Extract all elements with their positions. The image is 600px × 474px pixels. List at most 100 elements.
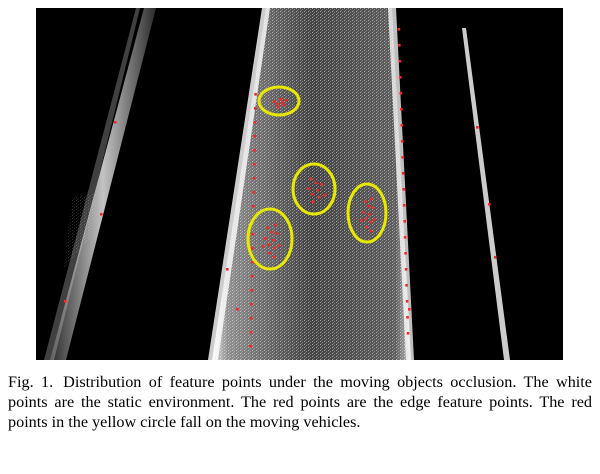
edge-feature-point bbox=[252, 191, 255, 194]
edge-feature-point bbox=[399, 76, 402, 79]
edge-feature-point bbox=[250, 289, 253, 292]
figure-label: Fig. 1. bbox=[8, 373, 54, 391]
edge-feature-point bbox=[402, 204, 406, 207]
edge-feature-point bbox=[273, 246, 276, 250]
edge-feature-point bbox=[404, 268, 408, 271]
left-scatter-region bbox=[64, 193, 96, 268]
vehicle-circle-3 bbox=[346, 182, 388, 244]
edge-feature-point bbox=[311, 200, 315, 204]
edge-feature-point bbox=[249, 345, 252, 348]
edge-feature-point bbox=[405, 300, 409, 303]
edge-feature-point bbox=[401, 172, 405, 175]
edge-feature-point bbox=[261, 245, 265, 248]
edge-feature-point bbox=[405, 284, 408, 287]
edge-feature-point bbox=[266, 226, 269, 229]
edge-feature-point bbox=[254, 93, 257, 96]
edge-feature-point bbox=[362, 211, 365, 214]
edge-feature-point bbox=[370, 197, 373, 201]
edge-feature-point bbox=[277, 244, 281, 247]
point-cloud-canvas bbox=[44, 8, 510, 360]
edge-feature-point bbox=[114, 121, 117, 124]
edge-feature-point bbox=[249, 317, 253, 320]
edge-feature-point bbox=[399, 92, 403, 95]
edge-feature-point bbox=[371, 206, 375, 209]
edge-feature-point bbox=[252, 163, 256, 166]
vehicle-circle-4 bbox=[246, 207, 294, 271]
edge-feature-point bbox=[406, 332, 410, 335]
edge-feature-point bbox=[281, 101, 284, 104]
lidar-point-cloud-figure bbox=[36, 8, 563, 360]
edge-feature-point bbox=[400, 108, 403, 111]
vehicle-circle-1 bbox=[257, 85, 301, 117]
edge-feature-point bbox=[267, 243, 270, 246]
edge-feature-points bbox=[64, 28, 497, 348]
edge-feature-point bbox=[250, 303, 253, 306]
edge-feature-point bbox=[401, 140, 404, 143]
edge-feature-point bbox=[401, 156, 404, 159]
edge-feature-point bbox=[400, 124, 404, 127]
edge-feature-point bbox=[226, 268, 229, 271]
edge-feature-point bbox=[403, 236, 407, 239]
edge-feature-point bbox=[273, 223, 277, 227]
edge-feature-point bbox=[252, 205, 255, 208]
edge-feature-point bbox=[476, 126, 479, 129]
vehicle-circle-2 bbox=[291, 162, 337, 216]
right-curb-line bbox=[462, 28, 510, 360]
edge-feature-point bbox=[253, 149, 256, 152]
edge-feature-point bbox=[64, 300, 67, 303]
edge-feature-point bbox=[279, 98, 282, 101]
edge-feature-point bbox=[364, 217, 368, 220]
figure-caption-text: Distribution of feature points under the… bbox=[8, 373, 592, 431]
edge-feature-point bbox=[285, 98, 288, 102]
edge-feature-point bbox=[488, 203, 491, 206]
edge-feature-point bbox=[402, 188, 405, 191]
edge-feature-point bbox=[408, 308, 411, 311]
edge-feature-point bbox=[270, 230, 273, 234]
edge-feature-point bbox=[268, 251, 271, 255]
edge-feature-point bbox=[276, 102, 279, 106]
road-left-edge bbox=[208, 8, 270, 360]
edge-feature-point bbox=[309, 177, 313, 181]
edge-feature-point bbox=[272, 239, 275, 242]
edge-feature-point bbox=[323, 193, 326, 197]
moving-vehicle-annotations bbox=[246, 85, 388, 271]
edge-feature-point bbox=[368, 213, 372, 216]
edge-feature-point bbox=[307, 187, 310, 190]
edge-feature-point bbox=[251, 233, 255, 236]
edge-feature-point bbox=[282, 103, 286, 107]
edge-feature-point bbox=[277, 105, 280, 109]
edge-feature-point bbox=[275, 232, 279, 235]
figure-caption: Fig. 1. Distribution of feature points un… bbox=[8, 372, 592, 432]
edge-feature-point bbox=[272, 100, 276, 103]
edge-feature-point bbox=[314, 181, 318, 185]
edge-feature-point bbox=[250, 261, 254, 264]
edge-feature-point bbox=[320, 183, 324, 186]
edge-feature-point bbox=[367, 204, 370, 208]
edge-feature-point bbox=[253, 135, 257, 138]
edge-feature-point bbox=[252, 177, 256, 180]
edge-feature-point bbox=[403, 220, 406, 223]
edge-feature-point bbox=[398, 60, 402, 63]
edge-feature-point bbox=[369, 229, 372, 233]
edge-feature-point bbox=[360, 219, 363, 222]
edge-feature-point bbox=[254, 107, 257, 110]
edge-feature-point bbox=[494, 256, 497, 259]
edge-feature-point bbox=[364, 200, 367, 203]
edge-feature-point bbox=[316, 189, 319, 192]
edge-feature-point bbox=[406, 316, 409, 319]
left-curb-line bbox=[50, 8, 156, 360]
edge-feature-point bbox=[398, 44, 401, 47]
edge-feature-point bbox=[311, 192, 314, 196]
edge-feature-point bbox=[397, 28, 401, 31]
edge-feature-point bbox=[373, 218, 376, 221]
edge-feature-point bbox=[317, 195, 321, 199]
edge-feature-point bbox=[264, 237, 267, 240]
edge-feature-point bbox=[100, 213, 103, 216]
edge-feature-point bbox=[253, 121, 257, 124]
edge-feature-point bbox=[369, 220, 373, 224]
edge-feature-point bbox=[365, 225, 369, 229]
edge-feature-point bbox=[251, 247, 254, 250]
edge-feature-point bbox=[273, 255, 276, 259]
edge-feature-point bbox=[404, 252, 407, 255]
edge-feature-point bbox=[249, 331, 253, 334]
